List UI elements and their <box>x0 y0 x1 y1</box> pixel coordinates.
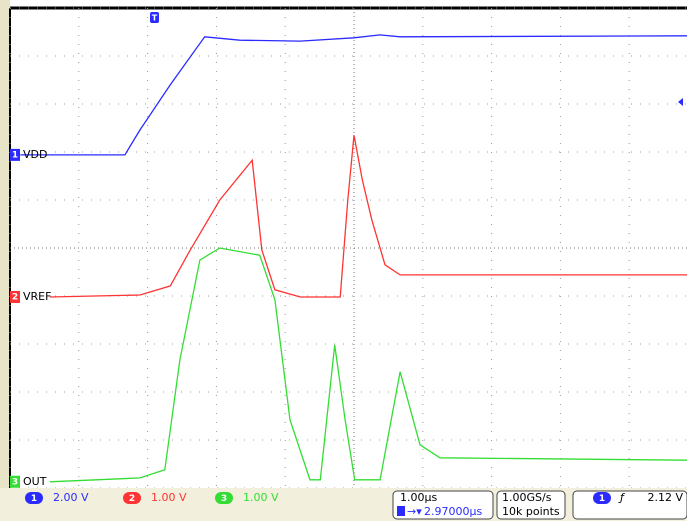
trigger-icon-glyph: T <box>152 14 158 23</box>
trigger-position-icon <box>150 12 159 23</box>
sample-rate: 1.00GS/s <box>502 491 552 504</box>
channel-number: 2 <box>12 292 18 302</box>
trigger-level-arrow <box>678 98 683 106</box>
trigger-channel-badge <box>593 492 611 504</box>
channel-name: OUT <box>23 475 47 488</box>
channel-scale: 1.00 V <box>243 491 279 504</box>
timebase: 1.00µs <box>400 491 437 504</box>
channel-marker <box>10 148 20 161</box>
channel-badge <box>25 492 43 504</box>
trigger-offset-icon <box>397 506 405 516</box>
channel-labels: 1 VDD 2 VREF 3 OUT <box>10 148 51 488</box>
channel-badge-number: 3 <box>221 494 227 504</box>
timebase-box <box>392 490 494 520</box>
channel-number: 3 <box>12 477 18 487</box>
channel-number: 1 <box>12 150 18 160</box>
trigger-position: 2.97000µs <box>424 505 482 518</box>
waveform <box>49 135 687 298</box>
traces <box>20 34 687 483</box>
channel-name: VDD <box>23 148 47 161</box>
waveform <box>49 247 687 483</box>
trigger-level: 2.12 V <box>647 491 683 504</box>
channel-badge-number: 2 <box>129 494 135 504</box>
record-length: 10k points <box>502 505 560 518</box>
status-items: 1 2.00 V 2 1.00 V 3 1.00 V <box>25 491 279 504</box>
channel-scale: 1.00 V <box>151 491 187 504</box>
channel-badge-number: 1 <box>31 494 37 504</box>
channel-marker <box>10 475 20 488</box>
channel-marker <box>10 290 20 303</box>
channel-badge <box>123 492 141 504</box>
left-margin <box>0 0 10 488</box>
channel-scale: 2.00 V <box>53 491 89 504</box>
channel-badge <box>215 492 233 504</box>
trigger-slope-icon: ƒ <box>618 491 626 504</box>
acquisition-box <box>496 490 566 520</box>
waveform <box>20 34 687 156</box>
graticule <box>9 7 687 489</box>
channel-name: VREF <box>23 290 51 303</box>
trigger-offset-arrow: →▾ <box>407 505 422 518</box>
trigger-channel: 1 <box>599 494 605 504</box>
